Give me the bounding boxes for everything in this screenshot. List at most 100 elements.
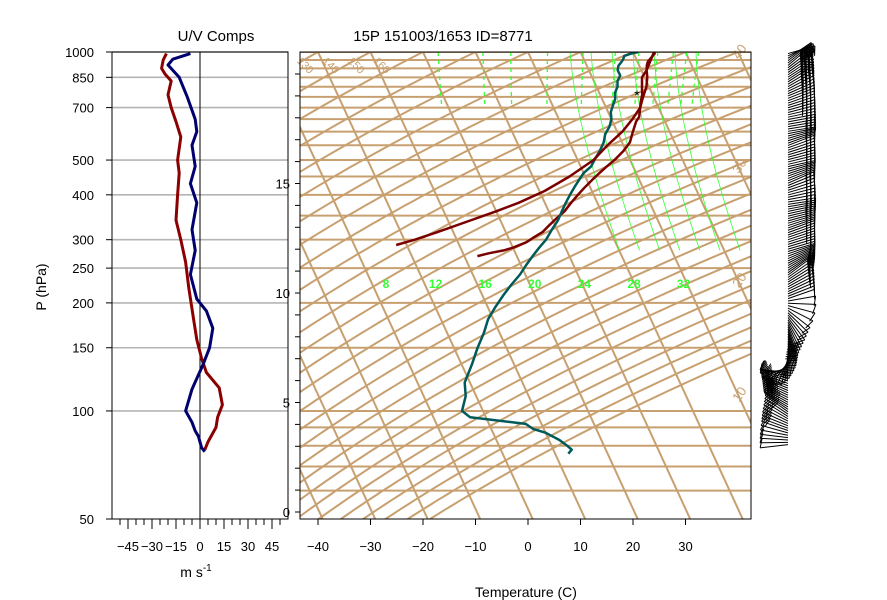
dry-adiabat-label: 140	[320, 55, 341, 76]
wind-barb-staff	[787, 319, 804, 344]
dry-adiabat	[300, 192, 751, 431]
uv-series-v	[166, 52, 215, 453]
wind-barb-staff	[787, 345, 793, 374]
uv-x-tick-label: −30	[141, 539, 163, 554]
wind-barb-feather	[760, 360, 767, 370]
dry-adiabat	[383, 326, 751, 519]
wind-barb-staff	[787, 282, 814, 295]
dry-adiabat	[405, 339, 751, 519]
dry-adiabat	[300, 52, 689, 246]
skewt-frame	[299, 51, 752, 520]
skewt-x-tick-label: −10	[464, 539, 486, 554]
isotherm	[0, 52, 165, 519]
uv-x-tick-label: 30	[241, 539, 255, 554]
wind-barb-feather	[765, 414, 772, 424]
mixing-ratio-line	[546, 52, 549, 108]
wind-barb-feather	[810, 42, 815, 53]
wind-barb-feather	[764, 417, 772, 427]
skewt-x-axis-label: Temperature (C)	[475, 584, 577, 600]
wind-barb-feather	[766, 402, 775, 411]
mixing-ratio-line	[482, 52, 486, 108]
wind-barb-feather	[759, 433, 764, 443]
isotherm	[317, 52, 534, 519]
uv-y-tick-label: 700	[72, 101, 94, 116]
lcl-marker: *	[634, 87, 640, 103]
wind-barb-feather	[761, 363, 768, 373]
wind-barb-feather	[763, 394, 773, 402]
wind-barb-staff	[787, 338, 797, 366]
wind-barb-feather	[762, 379, 771, 388]
wind-barb-feather	[793, 342, 804, 347]
wind-barb-feather	[810, 58, 815, 69]
wind-barb-staff	[787, 305, 816, 314]
uv-x-tick-labels: −45 −30 −15 0 15 30 45	[117, 519, 281, 554]
wind-barb-staff	[787, 314, 807, 337]
mixing-ratio-label: 20	[528, 277, 542, 291]
wind-barb-staff	[760, 444, 789, 449]
wind-barb-feather	[766, 377, 774, 386]
isotherm	[300, 353, 377, 519]
mixing-ratio-line	[667, 52, 675, 108]
dry-adiabat	[428, 352, 751, 519]
wind-barb-feather	[800, 49, 805, 60]
skewt-x-tick-label: −20	[412, 539, 434, 554]
wind-barb-feather	[761, 371, 770, 380]
wind-barb-feather	[759, 437, 763, 448]
wind-barb-feather	[760, 362, 768, 371]
wind-barb-feather	[805, 320, 814, 329]
dry-adiabat	[300, 52, 583, 199]
skewt-ticks: −40 −30 −20 −10 0 10 20 30 0 5 10 15	[276, 73, 693, 554]
height-tick-label: 15	[276, 177, 290, 192]
wind-barb-feather	[809, 50, 815, 61]
dry-adiabat	[361, 312, 751, 519]
dry-adiabat	[339, 298, 751, 519]
uv-y-tick-label: 500	[72, 153, 94, 168]
wind-barb-feather	[811, 253, 815, 264]
wind-barb-feather	[809, 45, 814, 55]
wind-barb-staff	[760, 368, 789, 377]
uv-x-tick-label: 45	[265, 539, 279, 554]
dry-adiabat	[300, 270, 751, 518]
moist-adiabat	[611, 52, 661, 251]
wind-barb-staff	[787, 317, 806, 341]
dry-adiabat	[300, 66, 751, 292]
wind-barb-feather	[759, 428, 765, 439]
wind-barb-feather	[760, 416, 767, 426]
dry-adiabat	[300, 255, 751, 501]
wind-barb-feather	[810, 61, 815, 72]
mixing-ratio-label: 16	[479, 277, 493, 291]
wind-barb-feather	[810, 256, 815, 267]
wind-barb-feather	[759, 425, 765, 435]
wind-barb-staff	[760, 433, 789, 439]
isotherm	[56, 52, 271, 519]
isotherm	[300, 238, 429, 519]
isotherm	[632, 52, 751, 312]
dry-adiabat	[300, 208, 751, 449]
wind-barb-feather	[763, 381, 772, 390]
isotherm	[422, 52, 639, 519]
dry-adiabat	[300, 52, 636, 223]
wind-barb-feather	[811, 251, 815, 262]
wind-barb-feather	[810, 56, 815, 67]
wind-barb-staff	[787, 309, 811, 329]
wind-barb-feather	[765, 373, 774, 382]
wind-barb-feather	[808, 278, 812, 289]
isotherm-label: 10	[729, 384, 750, 404]
moist-adiabat	[674, 52, 721, 251]
wind-barb-staff	[760, 429, 789, 436]
dry-adiabat-label: 130	[294, 55, 315, 76]
wind-barb-staff	[787, 285, 815, 297]
wind-barb-feather	[761, 410, 769, 419]
sounding-parcel	[395, 52, 656, 247]
uv-x-tick-label: −45	[117, 539, 139, 554]
isotherm-label: 30	[729, 156, 750, 176]
wind-barb-feather	[810, 63, 815, 74]
wind-barb-feather	[766, 381, 775, 390]
uv-y-tick-label: 850	[72, 70, 94, 85]
wind-barb-feather	[761, 369, 769, 379]
uv-y-tick-label: 50	[80, 512, 94, 527]
skewt-x-tick-label: 10	[573, 539, 587, 554]
wind-barb-feather	[809, 43, 815, 54]
